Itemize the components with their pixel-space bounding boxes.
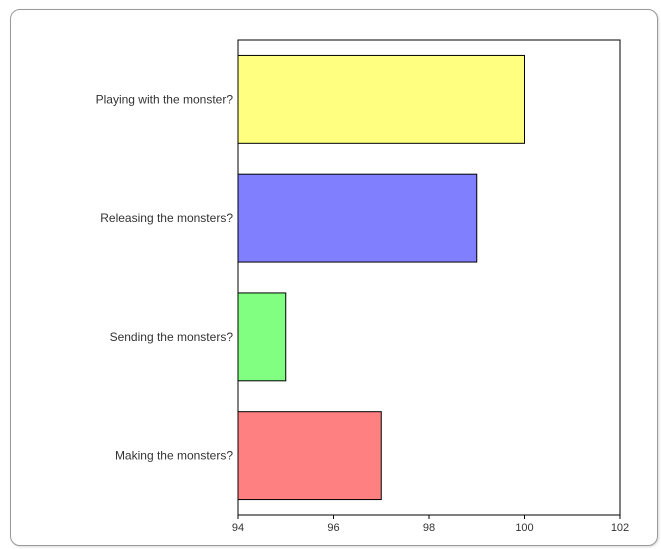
category-label-4: Making the monsters? — [115, 449, 233, 463]
category-label-2: Releasing the monsters? — [100, 211, 233, 225]
x-tick-label-3: 98 — [423, 522, 435, 534]
category-label-1: Playing with the monster? — [96, 92, 234, 106]
x-tick-label-4: 100 — [515, 522, 533, 534]
category-label-3: Sending the monsters? — [110, 330, 234, 344]
bar-2 — [237, 173, 478, 263]
x-tick-label-2: 96 — [327, 522, 339, 534]
x-tick-label-1: 94 — [232, 522, 244, 534]
x-tick-label-5: 102 — [611, 522, 629, 534]
bar-1 — [237, 54, 525, 144]
bar-3 — [237, 292, 287, 382]
bar-4 — [237, 411, 382, 501]
